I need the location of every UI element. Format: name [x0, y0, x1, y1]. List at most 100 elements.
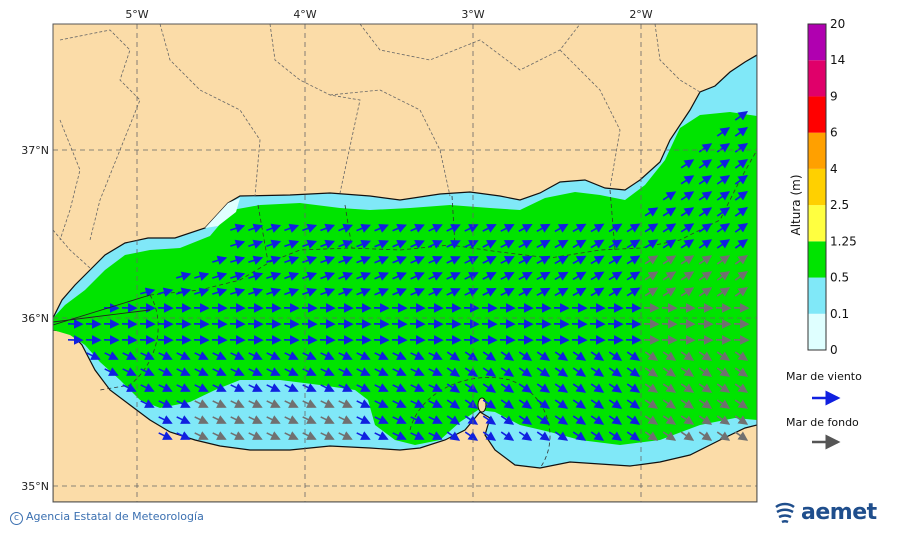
wave-arrow [212, 415, 227, 424]
wave-arrow [230, 383, 245, 392]
wave-arrow [518, 351, 533, 361]
wave-arrow [374, 399, 389, 408]
wave-arrow [536, 415, 551, 425]
wave-arrow [230, 415, 245, 424]
wave-direction-arrows [67, 111, 750, 441]
wave-arrow [230, 239, 246, 249]
wave-arrow [554, 287, 569, 297]
wave-arrow [302, 399, 317, 408]
wave-arrow [734, 255, 749, 265]
wave-arrow [536, 399, 551, 409]
wave-arrow [212, 351, 227, 360]
wave-arrow [338, 399, 353, 408]
wave-arrow [392, 367, 407, 376]
wave-arrow [500, 367, 515, 377]
wave-arrow [194, 367, 209, 376]
wave-arrow [302, 287, 318, 297]
wave-arrow [428, 431, 443, 440]
wave-arrow [176, 383, 191, 392]
wave-arrow [410, 272, 425, 281]
wave-arrow [428, 399, 443, 408]
wave-arrow [680, 271, 695, 281]
wave-arrow [644, 351, 659, 361]
wave-arrow [320, 367, 335, 376]
wave-arrow [464, 351, 479, 361]
wave-arrow [500, 288, 515, 297]
wave-arrow [662, 351, 677, 361]
wave-arrow [662, 415, 677, 425]
wave-arrow [536, 223, 551, 233]
wind-sea-legend-label: Mar de viento [786, 370, 862, 383]
wave-arrow [716, 271, 731, 281]
wave-arrow [626, 255, 641, 265]
wave-arrow [230, 223, 246, 233]
wave-arrow [734, 239, 749, 249]
wave-arrow [338, 255, 353, 265]
wave-arrow [716, 415, 731, 425]
wave-arrow [644, 207, 659, 217]
wave-arrow [608, 415, 623, 425]
wave-arrow [356, 415, 371, 424]
wave-arrow [338, 271, 353, 281]
wave-arrow [446, 399, 461, 409]
wave-arrow [464, 288, 479, 297]
wave-arrow [734, 271, 749, 281]
wave-arrow [194, 351, 209, 360]
wave-arrow [554, 383, 569, 393]
wave-arrow [446, 431, 461, 441]
wave-arrow [536, 255, 551, 265]
wave-arrow [644, 415, 659, 425]
wave-arrow [284, 223, 300, 233]
wave-arrow [338, 415, 353, 424]
wave-arrow [716, 159, 731, 169]
wave-arrow [554, 223, 569, 233]
wave-arrow [626, 287, 641, 297]
colorbar-frame [807, 23, 827, 351]
wave-arrow [500, 431, 515, 441]
wave-arrow [608, 367, 623, 377]
wave-arrow [446, 256, 461, 265]
wave-arrow [464, 256, 479, 265]
wave-arrow [374, 287, 389, 297]
wave-arrow [284, 255, 300, 265]
wave-arrow [626, 399, 641, 409]
wave-arrow [428, 383, 443, 392]
wave-arrow [590, 383, 605, 393]
wave-arrow [482, 272, 497, 281]
wave-arrow [716, 367, 731, 377]
wave-arrow [536, 367, 551, 377]
wave-arrow [248, 287, 264, 297]
wave-arrow [662, 191, 677, 201]
wave-arrow [554, 239, 569, 249]
wave-arrow [374, 367, 389, 376]
wave-arrow [104, 351, 119, 360]
wave-arrow [716, 143, 731, 153]
wave-arrow [212, 367, 227, 376]
wave-arrow [356, 271, 371, 281]
wave-arrow [104, 367, 119, 376]
wave-arrow [302, 351, 317, 360]
wave-arrow [374, 383, 389, 392]
wave-arrow [698, 143, 713, 153]
wave-arrow [698, 191, 713, 201]
colorbar-segment [808, 168, 826, 206]
wave-arrow [266, 431, 281, 440]
colorbar-tick-label: 6 [830, 126, 838, 140]
wave-arrow [734, 191, 749, 201]
wave-arrow [140, 383, 155, 392]
wave-arrow [320, 383, 335, 392]
wave-arrow [698, 175, 713, 185]
wave-arrow [248, 271, 264, 281]
wave-arrow [482, 415, 497, 425]
wave-arrow [230, 351, 245, 360]
wave-arrow [158, 431, 173, 440]
wave-arrow [554, 367, 569, 377]
wave-arrow [194, 271, 210, 281]
wave-arrow [734, 287, 749, 297]
wave-arrow [626, 415, 641, 425]
wave-arrow [176, 271, 192, 281]
lon-tick-2w: 2°W [629, 8, 652, 21]
wave-arrow [698, 255, 713, 265]
wave-arrow [356, 223, 371, 233]
colorbar-segment [808, 24, 826, 61]
